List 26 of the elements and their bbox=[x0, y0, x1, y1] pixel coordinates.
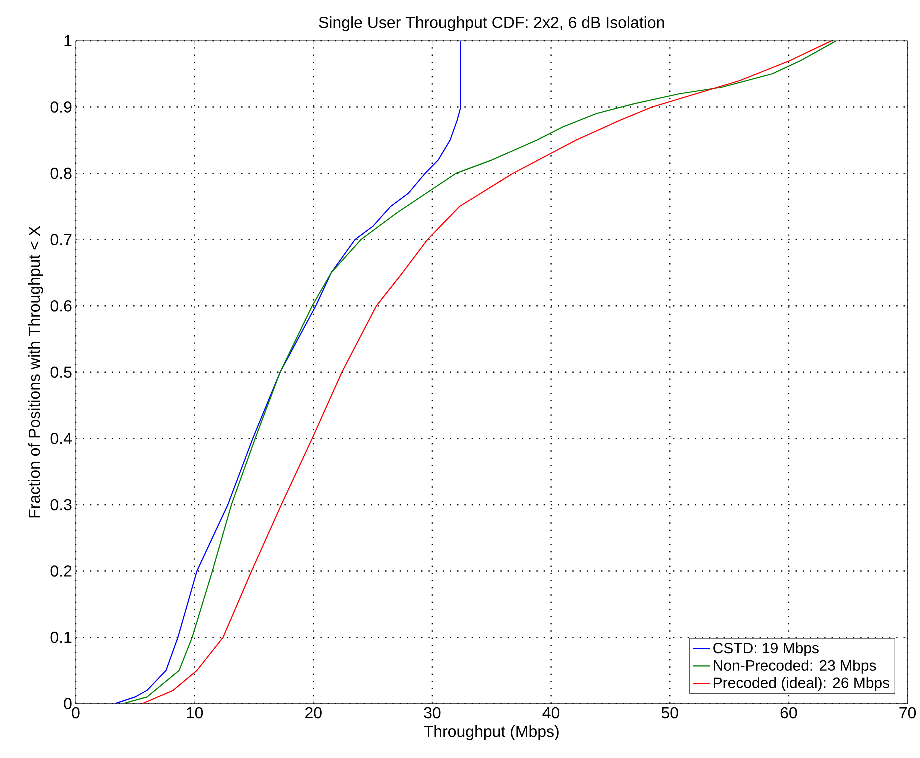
x-tick-label: 60 bbox=[780, 707, 798, 719]
y-tick-label: 0.4 bbox=[50, 433, 72, 444]
y-tick-label: 0.3 bbox=[50, 499, 72, 511]
y-axis-title: Fraction of Positions with Throughput < X bbox=[28, 226, 44, 518]
y-tick-label: 1 bbox=[64, 36, 72, 47]
y-tick-label: 0.8 bbox=[50, 168, 72, 180]
y-tick-label: 0.7 bbox=[50, 234, 72, 246]
legend-label: Non-Precoded: 23 Mbps bbox=[714, 660, 876, 674]
line-series bbox=[114, 41, 462, 704]
y-tick-label: 0.1 bbox=[50, 632, 72, 644]
chart-title: Single User Throughput CDF: 2x2, 6 dB Isolation bbox=[319, 16, 664, 32]
y-tick-label: 0.5 bbox=[50, 366, 72, 378]
y-tick-label: 0.6 bbox=[50, 300, 72, 312]
x-tick-label: 70 bbox=[900, 707, 916, 719]
x-tick-label: 10 bbox=[187, 707, 204, 719]
x-axis-title: Throughput (Mbps) bbox=[424, 726, 559, 741]
x-tick-label: 30 bbox=[424, 707, 441, 719]
legend-label: CSTD: 19 Mbps bbox=[714, 642, 819, 657]
y-tick-label: 0 bbox=[64, 698, 72, 710]
y-tick-label: 0.2 bbox=[50, 566, 72, 578]
x-tick-label: 40 bbox=[542, 707, 560, 719]
y-tick-label: 0.9 bbox=[50, 102, 72, 114]
x-tick-label: 0 bbox=[72, 707, 80, 719]
x-tick-label: 20 bbox=[306, 707, 322, 719]
x-tick-label: 50 bbox=[662, 707, 678, 719]
legend-label: Precoded (ideal): 26 Mbps bbox=[714, 677, 890, 692]
